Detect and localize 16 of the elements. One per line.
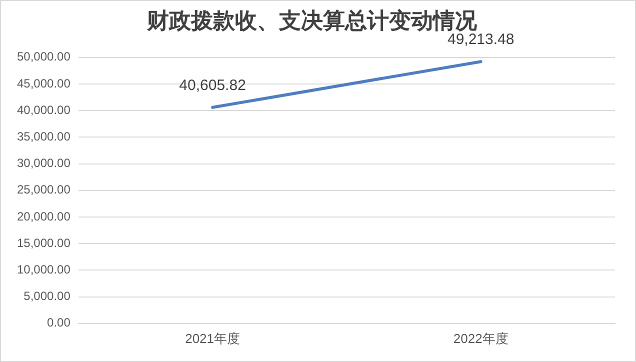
y-tick-label: 50,000.00: [16, 50, 71, 64]
y-tick-label: 20,000.00: [16, 209, 71, 224]
chart-title: 财政拨款收、支决算总计变动情况: [146, 8, 478, 33]
y-tick-label: 40,000.00: [16, 102, 71, 117]
y-tick-label: 5,000.00: [24, 289, 71, 304]
y-tick-label: 30,000.00: [16, 156, 71, 170]
y-tick-label: 25,000.00: [16, 182, 71, 197]
y-tick-label: 45,000.00: [16, 76, 71, 90]
data-label: 40,605.82: [179, 77, 246, 94]
x-tick-label: 2022年度: [453, 330, 508, 346]
y-tick-label: 15,000.00: [16, 236, 71, 250]
y-tick-label: 35,000.00: [16, 130, 71, 144]
data-label: 49,213.48: [447, 31, 514, 48]
y-tick-label: 10,000.00: [16, 262, 71, 277]
x-tick-label: 2021年度: [185, 330, 240, 346]
y-tick-label: 0.00: [47, 316, 71, 330]
